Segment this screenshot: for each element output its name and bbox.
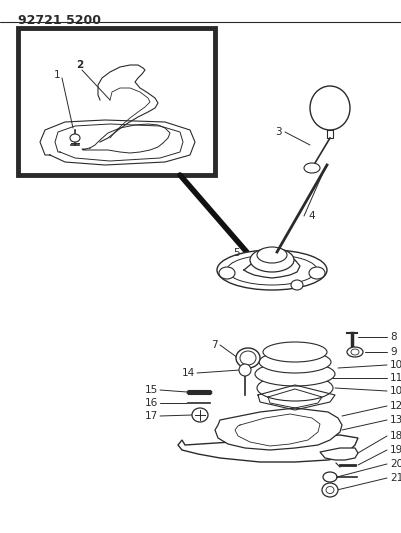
Ellipse shape (310, 86, 350, 130)
Ellipse shape (219, 267, 235, 279)
Polygon shape (320, 448, 358, 460)
Ellipse shape (326, 487, 334, 494)
Ellipse shape (257, 247, 287, 263)
Text: 18: 18 (390, 431, 401, 441)
Text: 7: 7 (211, 340, 218, 350)
Ellipse shape (250, 248, 294, 272)
Text: 20: 20 (390, 459, 401, 469)
Ellipse shape (239, 364, 251, 376)
Ellipse shape (255, 362, 335, 386)
Ellipse shape (217, 250, 327, 290)
Text: 10: 10 (390, 386, 401, 396)
Ellipse shape (257, 375, 333, 401)
Ellipse shape (192, 408, 208, 422)
Polygon shape (215, 408, 342, 450)
Ellipse shape (291, 280, 303, 290)
Text: 8: 8 (390, 332, 397, 342)
Text: 13: 13 (390, 415, 401, 425)
Text: 92721 5200: 92721 5200 (18, 14, 101, 27)
Text: 1: 1 (54, 70, 60, 80)
Ellipse shape (309, 267, 325, 279)
Ellipse shape (347, 347, 363, 357)
Text: 21: 21 (390, 473, 401, 483)
Ellipse shape (263, 342, 327, 362)
Ellipse shape (304, 163, 320, 173)
Text: 5: 5 (233, 248, 240, 258)
Text: 9: 9 (390, 347, 397, 357)
Text: 17: 17 (145, 411, 158, 421)
Text: 11: 11 (390, 373, 401, 383)
Text: 14: 14 (182, 368, 195, 378)
Bar (18, 28, 215, 175)
Text: 2: 2 (76, 60, 84, 70)
Ellipse shape (70, 134, 80, 142)
Text: 15: 15 (145, 385, 158, 395)
Text: 6: 6 (229, 262, 236, 272)
Text: 12: 12 (390, 401, 401, 411)
Ellipse shape (259, 351, 331, 373)
Text: 3: 3 (275, 127, 282, 137)
Text: 4: 4 (308, 211, 315, 221)
Text: 10: 10 (390, 360, 401, 370)
Ellipse shape (240, 351, 256, 365)
Ellipse shape (227, 255, 317, 285)
Ellipse shape (351, 349, 359, 355)
Ellipse shape (236, 348, 260, 368)
Ellipse shape (323, 472, 337, 482)
Text: 16: 16 (145, 398, 158, 408)
Ellipse shape (322, 483, 338, 497)
Text: 19: 19 (390, 445, 401, 455)
Polygon shape (178, 435, 358, 462)
